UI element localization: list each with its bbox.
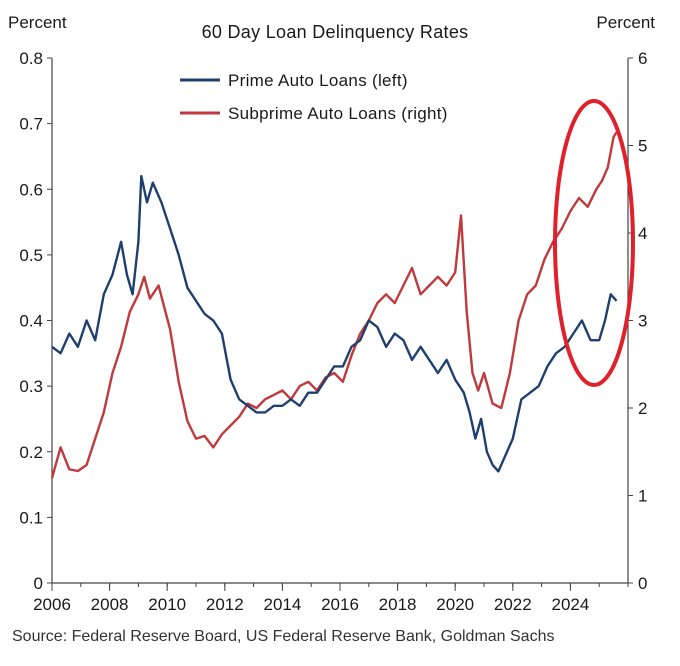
left-tick-label: 0 [34, 574, 43, 593]
chart-legend: Prime Auto Loans (left) Subprime Auto Loa… [180, 71, 448, 123]
chart-axes: 0 0.1 0.2 0.3 0.4 0.5 0.6 0.7 0.8 0 1 2 3 4 5 6 2006 2008… [19, 49, 647, 614]
x-tick-label: 2014 [263, 595, 301, 614]
x-tick-label: 2008 [91, 595, 129, 614]
highlight-ellipse [553, 99, 635, 387]
x-tick-label: 2016 [321, 595, 359, 614]
x-tick-label: 2024 [551, 595, 589, 614]
left-tick-label: 0.3 [19, 377, 43, 396]
left-tick-label: 0.5 [19, 246, 43, 265]
prime-auto-loans-line [51, 174, 618, 473]
chart-title: 60 Day Loan Delinquency Rates [202, 22, 469, 42]
left-tick-label: 0.1 [19, 508, 43, 527]
left-tick-label: 0.6 [19, 180, 43, 199]
subprime-auto-loans-line [50, 131, 618, 479]
left-tick-label: 0.2 [19, 443, 43, 462]
right-tick-label: 5 [638, 137, 647, 156]
right-tick-label: 1 [638, 487, 647, 506]
legend-label: Subprime Auto Loans (right) [228, 104, 448, 123]
left-tick-label: 0.4 [19, 312, 43, 331]
source-note: Source: Federal Reserve Board, US Federa… [12, 628, 555, 645]
right-tick-label: 0 [638, 574, 647, 593]
x-tick-label: 2020 [436, 595, 474, 614]
right-tick-label: 3 [638, 312, 647, 331]
right-tick-label: 2 [638, 399, 647, 418]
x-tick-label: 2010 [148, 595, 186, 614]
left-axis-title: Percent [8, 13, 67, 32]
legend-label: Prime Auto Loans (left) [228, 71, 408, 90]
x-tick-label: 2022 [494, 595, 532, 614]
x-tick-label: 2018 [379, 595, 417, 614]
left-tick-label: 0.7 [19, 115, 43, 134]
chart-series [50, 131, 618, 479]
right-tick-label: 6 [638, 49, 647, 68]
right-tick-label: 4 [638, 224, 647, 243]
chart-annotation [553, 99, 635, 387]
x-tick-label: 2006 [33, 595, 71, 614]
x-tick-label: 2012 [206, 595, 244, 614]
right-axis-title: Percent [596, 13, 655, 32]
chart-titles: 60 Day Loan Delinquency Rates Percent Perc… [8, 13, 655, 42]
left-tick-label: 0.8 [19, 49, 43, 68]
